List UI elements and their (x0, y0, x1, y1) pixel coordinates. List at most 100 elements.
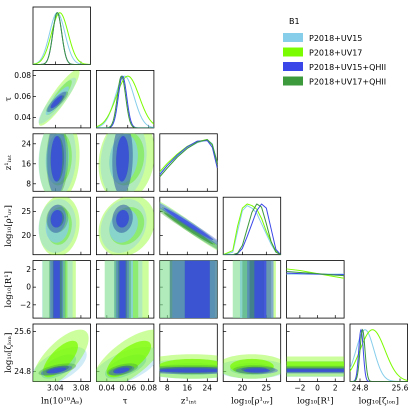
y-tick-label-zint: 8 (26, 179, 31, 188)
panel-frame-R1-R1 (286, 260, 345, 319)
contour-UV15_QHII-tau-zint (112, 133, 133, 192)
marginal-lnAs-UV17 (33, 12, 91, 65)
marginal-R1-UV17_QHII (286, 271, 345, 277)
contour-68 (159, 368, 218, 373)
legend-title: B1 (289, 17, 300, 26)
band-68 (184, 260, 210, 319)
contour-68 (243, 368, 270, 373)
legend-swatch (283, 76, 303, 86)
band-UV15_QHII-tau-R1 (116, 260, 129, 319)
marginal-R1-UV15_QHII (286, 272, 345, 276)
marginal-tau-UV17 (96, 75, 154, 128)
x-tick-label-tau: 0.08 (140, 384, 157, 393)
marginal-zint-UV15 (159, 139, 218, 174)
panel-frame-tau-rhoUV (96, 196, 155, 256)
x-axis-label-zion: log₁₀[ζₗₒₙ] (359, 397, 399, 407)
marginal-tau-UV17_QHII (96, 75, 154, 128)
contour-UV15_QHII-zint-zion (159, 366, 218, 375)
x-tick-label-lnAs: 3.08 (73, 384, 90, 393)
x-tick-label-zint: 16 (183, 384, 193, 393)
contour-UV17-lnAs-zion (33, 329, 89, 382)
contour-68 (46, 367, 67, 374)
band-68 (53, 260, 60, 319)
contour-UV15_QHII-lnAs-rhoUV (47, 204, 67, 233)
marginal-tau-UV15 (96, 75, 154, 128)
contour-UV15_QHII-tau-zion (108, 365, 135, 376)
panel-frame-lnAs-rhoUV (32, 196, 91, 256)
x-tick-label-zion: 25.6 (392, 384, 409, 393)
panel-frame-rhoUV-rhoUV (222, 196, 282, 256)
panel-frame-R1-zion (286, 323, 345, 382)
y-axis-label-rhoUV: log₁₀[ρ¹ᵤᵥ] (4, 205, 14, 247)
contour-UV17_QHII-zint-rhoUV (159, 207, 218, 250)
y-tick-label-R1: 2 (26, 265, 31, 274)
y-tick-label-tau: 0.04 (14, 113, 31, 122)
legend-entry-label: P2018+UV15 (309, 34, 362, 43)
panel-layer (32, 6, 408, 382)
y-tick-label-rhoUV: 20 (21, 231, 31, 240)
x-tick-label-zion: 24.8 (352, 384, 369, 393)
contour-68 (50, 136, 63, 182)
marginal-zion-UV17_QHII (350, 328, 408, 382)
band-UV15_QHII-R1-zion (286, 367, 345, 374)
legend-entry-label: P2018+UV17+QHII (309, 78, 386, 87)
marginal-zint-UV15_QHII (159, 140, 218, 176)
x-tick-label-zint: 24 (203, 384, 213, 393)
x-axis-label-zint: z¹ᵢₙₜ (181, 397, 197, 407)
band-UV15_QHII-lnAs-R1 (50, 260, 64, 319)
x-tick-label-zint: 8 (165, 384, 170, 393)
marginal-lnAs-UV15 (33, 12, 91, 65)
x-axis-label-lnAs: ln(10¹⁰Aₛ) (41, 396, 82, 407)
band-68 (254, 260, 267, 319)
panel-frame-lnAs-lnAs (32, 6, 91, 65)
x-tick-label-R1: −2 (294, 384, 305, 393)
contour-68 (113, 367, 130, 374)
x-axis-label-tau: τ (123, 397, 128, 407)
x-tick-label-rhoUV: 20 (238, 384, 248, 393)
panel-frame-lnAs-zion (32, 323, 91, 382)
panel-frame-lnAs-tau (32, 70, 91, 129)
label-layer: ln(10¹⁰Aₛ)0.040.060.08ττ81624z¹ᵢₙₜz¹ᵢₙₜ2… (4, 71, 409, 406)
y-tick-label-zint: 16 (21, 159, 31, 168)
marginal-rhoUV-UV15 (223, 205, 281, 255)
contour-68 (116, 136, 129, 182)
x-axis-label-R1: log₁₀[R¹] (297, 397, 334, 407)
band-68 (286, 369, 345, 372)
y-tick-label-rhoUV: 25 (21, 207, 31, 216)
x-tick-label-R1: 0 (315, 384, 320, 393)
legend-entry-label: P2018+UV15+QHII (309, 63, 386, 72)
y-axis-label-tau: τ (4, 97, 14, 102)
contour-UV15_QHII-zint-rhoUV (159, 203, 218, 246)
panel-frame-zint-zion (159, 323, 218, 382)
marginal-lnAs-UV17_QHII (33, 12, 91, 65)
x-tick-label-rhoUV: 25 (262, 384, 272, 393)
y-tick-label-tau: 0.08 (14, 71, 31, 80)
x-axis-label-rhoUV: log₁₀[ρ¹ᵤᵥ] (231, 397, 273, 407)
y-tick-label-zion: 24.8 (14, 367, 31, 376)
y-tick-label-R1: 0 (26, 283, 31, 292)
legend-swatch (283, 47, 303, 57)
legend-entry-label: P2018+UV17 (309, 49, 362, 58)
y-tick-label-zint: 24 (21, 139, 31, 148)
y-axis-label-zion: log₁₀[ζₗₒₙ] (4, 333, 14, 373)
contour-68 (50, 210, 63, 228)
legend-swatch (283, 33, 303, 42)
x-tick-label-tau: 0.06 (119, 384, 136, 393)
panel-frame-zint-rhoUV (159, 196, 218, 256)
y-tick-label-R1: −2 (20, 300, 31, 309)
contour-UV15_QHII-lnAs-tau (47, 91, 67, 113)
marginal-zion-UV15_QHII (350, 328, 408, 382)
panel-frame-tau-zion (96, 323, 155, 382)
y-tick-label-zion: 25.6 (14, 327, 31, 336)
band-68 (286, 361, 345, 372)
band-UV15_QHII-rhoUV-R1 (247, 260, 274, 319)
marginal-zint-UV17_QHII (159, 139, 218, 178)
contour-UV15_QHII-lnAs-zint (47, 133, 67, 192)
x-tick-label-tau: 0.04 (99, 384, 116, 393)
marginal-rhoUV-UV17_QHII (223, 203, 281, 255)
contour-68 (163, 208, 214, 241)
contour-UV15_QHII-lnAs-zion (40, 365, 73, 376)
contour-68 (116, 210, 129, 228)
contour-68 (50, 95, 63, 109)
